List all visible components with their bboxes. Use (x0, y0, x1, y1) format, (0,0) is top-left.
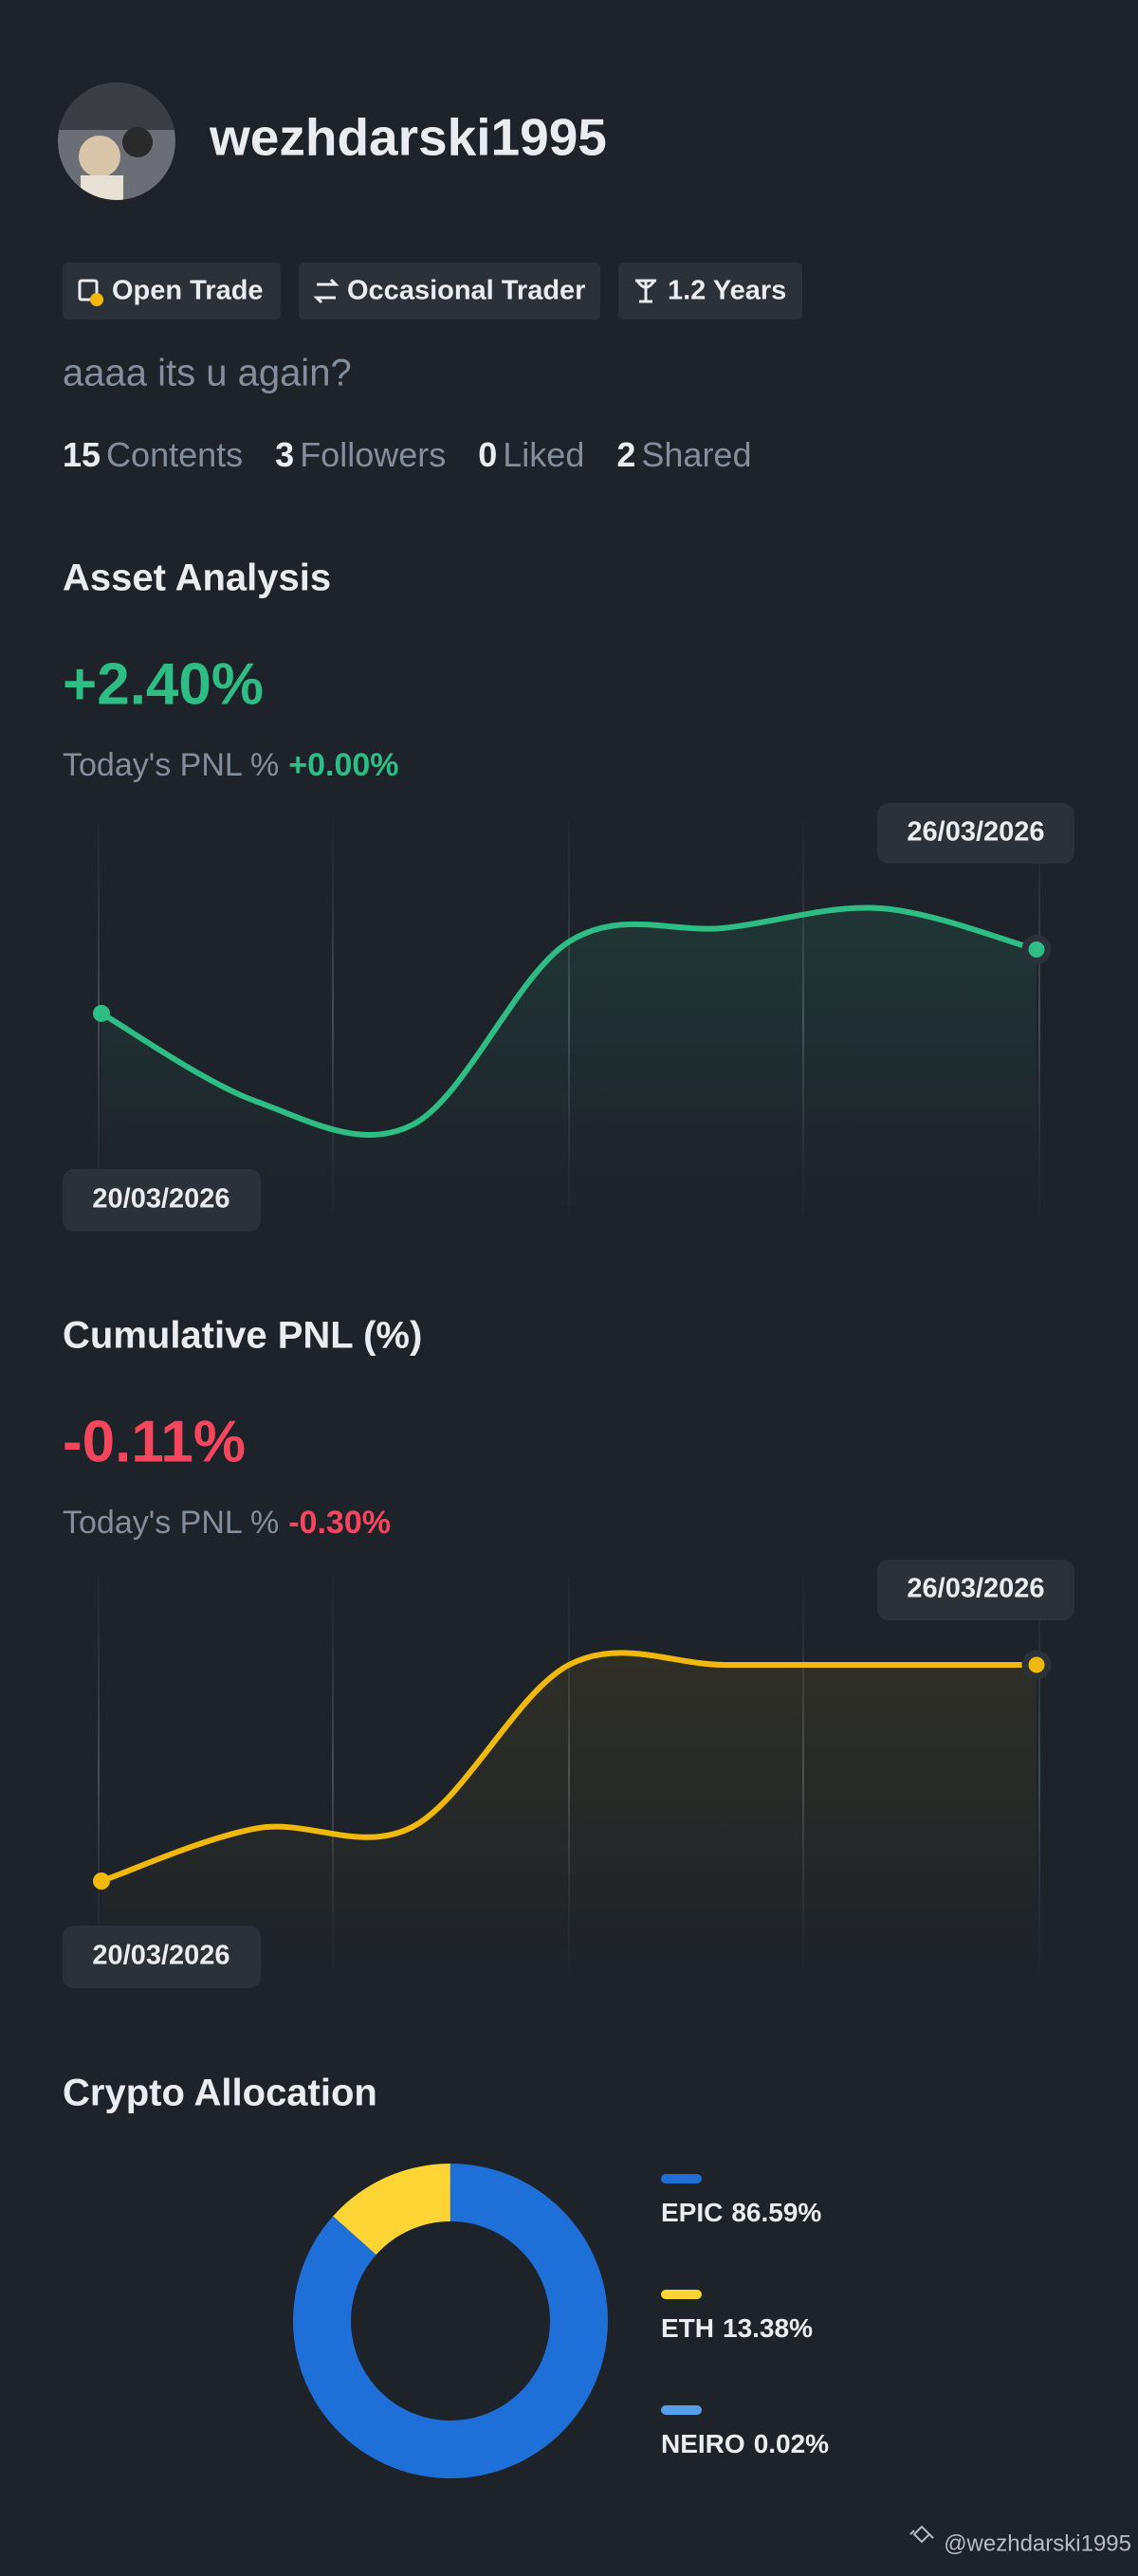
bio: aaaa its u again? (63, 353, 352, 394)
legend-value: 13.38% (723, 2313, 813, 2343)
stat-value: 3 (275, 435, 294, 474)
grid-line (1038, 820, 1040, 1214)
today-value: +0.00% (288, 747, 398, 783)
legend-entry: EPIC 86.59% (661, 2198, 821, 2227)
today-label: Today's PNL % (63, 747, 279, 783)
watermark: @wezhdarski1995 (944, 2530, 1131, 2556)
today-pnl: Today's PNL %+0.00% (63, 747, 399, 783)
tag-label: 1.2 Years (668, 276, 786, 306)
date-label: 20/03/2026 (92, 1184, 229, 1215)
stat-label[interactable]: Liked (503, 435, 584, 474)
point (1025, 939, 1048, 961)
legend-name: EPIC (661, 2198, 723, 2227)
point (93, 1005, 110, 1022)
legend-swatch (661, 2290, 702, 2299)
today-label: Today's PNL % (63, 1505, 279, 1541)
date-label: 26/03/2026 (907, 817, 1044, 848)
legend-entry: NEIRO 0.02% (661, 2429, 829, 2458)
legend-name: NEIRO (661, 2429, 745, 2458)
stat-value: 0 (478, 435, 497, 474)
tag-icon (90, 293, 103, 306)
stat-value: 15 (63, 435, 101, 474)
username: wezhdarski1995 (209, 108, 607, 167)
stat-label[interactable]: Contents (106, 435, 243, 474)
date-label: 26/03/2026 (907, 1574, 1044, 1604)
tag-label: Open Trade (112, 276, 264, 306)
stat-label[interactable]: Followers (300, 435, 446, 474)
section-title: Crypto Allocation (63, 2073, 377, 2114)
grid-line (98, 1577, 100, 1970)
grid-line (1038, 1577, 1040, 1970)
legend-value: 86.59% (731, 2198, 821, 2227)
legend-name: ETH (661, 2313, 714, 2343)
date-label: 20/03/2026 (92, 1941, 229, 1971)
section-title: Asset Analysis (63, 557, 331, 599)
legend-value: 0.02% (754, 2429, 829, 2458)
point (1025, 1653, 1048, 1676)
tag-label: Occasional Trader (347, 276, 585, 306)
today-value: -0.30% (288, 1505, 391, 1541)
headline-value: +2.40% (63, 651, 264, 717)
stat-label[interactable]: Shared (641, 435, 751, 474)
today-pnl: Today's PNL %-0.30% (63, 1505, 391, 1541)
point (93, 1873, 110, 1890)
stat-value: 2 (616, 435, 635, 474)
headline-value: -0.11% (63, 1409, 246, 1474)
legend-swatch (661, 2405, 702, 2415)
legend-swatch (661, 2174, 702, 2183)
legend-entry: ETH 13.38% (661, 2313, 813, 2343)
section-title: Cumulative PNL (%) (63, 1315, 422, 1357)
